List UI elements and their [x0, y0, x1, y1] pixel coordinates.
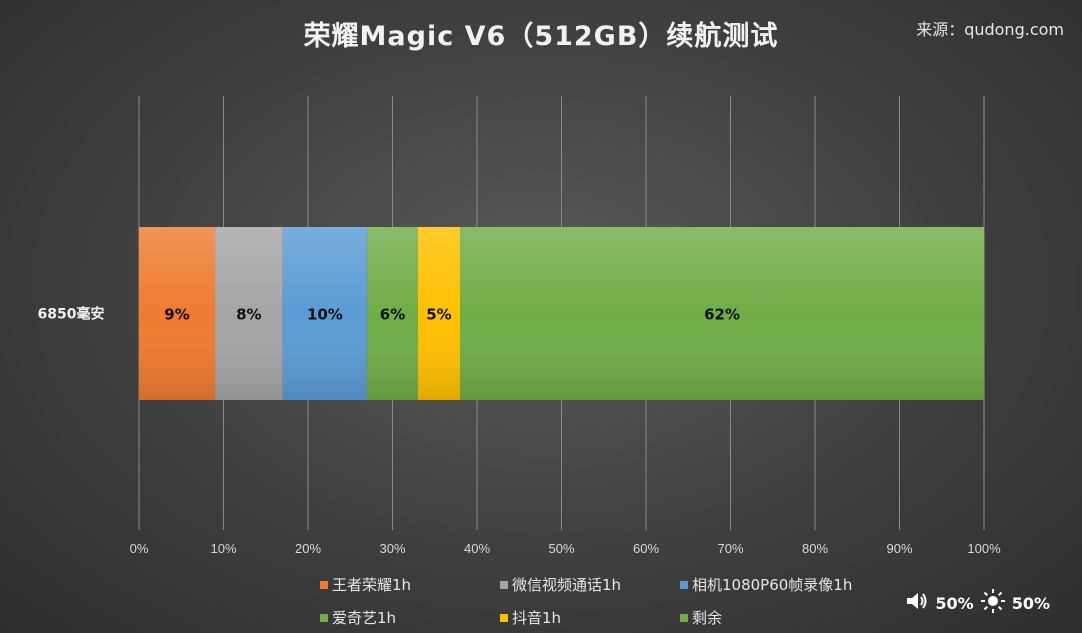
data-label: 10%	[307, 306, 343, 324]
sun-icon	[980, 588, 1006, 618]
data-label: 62%	[704, 306, 740, 324]
legend-swatch	[320, 613, 328, 622]
legend-item: 相机1080P60帧录像1h	[680, 574, 940, 595]
x-tick-label: 10%	[210, 541, 236, 556]
bar-segment-shade	[367, 227, 418, 400]
legend-item: 微信视频通话1h	[500, 574, 680, 595]
data-label: 9%	[164, 306, 189, 324]
x-tick-label: 100%	[967, 541, 1001, 556]
data-label: 6%	[380, 306, 405, 324]
legend-swatch	[320, 580, 328, 589]
source-label: 来源：qudong.com	[916, 20, 1064, 39]
legend-item: 抖音1h	[500, 607, 680, 628]
legend-swatch	[500, 613, 508, 622]
legend-label: 相机1080P60帧录像1h	[692, 576, 853, 594]
status-bar: 50% 50%	[905, 588, 1056, 618]
legend-swatch	[680, 613, 688, 622]
bar-segment-shade	[139, 227, 216, 400]
legend-label: 剩余	[692, 609, 723, 627]
legend-swatch	[680, 580, 688, 589]
bar-segment-shade	[417, 227, 461, 400]
x-tick-label: 40%	[464, 541, 490, 556]
x-tick-label: 20%	[295, 541, 321, 556]
legend-swatch	[500, 580, 508, 589]
bar-segment-shade	[460, 227, 985, 400]
x-tick-label: 90%	[886, 541, 912, 556]
x-tick-label: 60%	[633, 541, 659, 556]
category-label: 6850毫安	[38, 306, 105, 323]
legend-label: 王者荣耀1h	[332, 576, 412, 594]
legend-item: 剩余	[680, 607, 940, 628]
legend-item: 爱奇艺1h	[320, 607, 500, 628]
x-tick-label: 70%	[717, 541, 743, 556]
legend-label: 抖音1h	[512, 609, 562, 627]
x-tick-label: 80%	[802, 541, 828, 556]
legend-item: 王者荣耀1h	[320, 574, 500, 595]
bar-segment-shade	[215, 227, 283, 400]
legend-label: 爱奇艺1h	[332, 609, 397, 627]
legend: 王者荣耀1h 微信视频通话1h 相机1080P60帧录像1h 爱奇艺1h 抖音1h 剩余	[320, 574, 940, 628]
data-label: 5%	[426, 306, 451, 324]
brightness-value: 50%	[1011, 593, 1050, 613]
x-tick-label: 30%	[379, 541, 405, 556]
volume-value: 50%	[935, 593, 974, 613]
x-tick-label: 0%	[130, 541, 149, 556]
x-tick-label: 50%	[548, 541, 574, 556]
data-label: 8%	[236, 306, 261, 324]
legend-label: 微信视频通话1h	[512, 576, 622, 594]
speaker-icon	[905, 589, 929, 617]
chart-title: 荣耀Magic V6（512GB）续航测试	[303, 21, 779, 52]
bar-segment-shade	[282, 227, 368, 400]
